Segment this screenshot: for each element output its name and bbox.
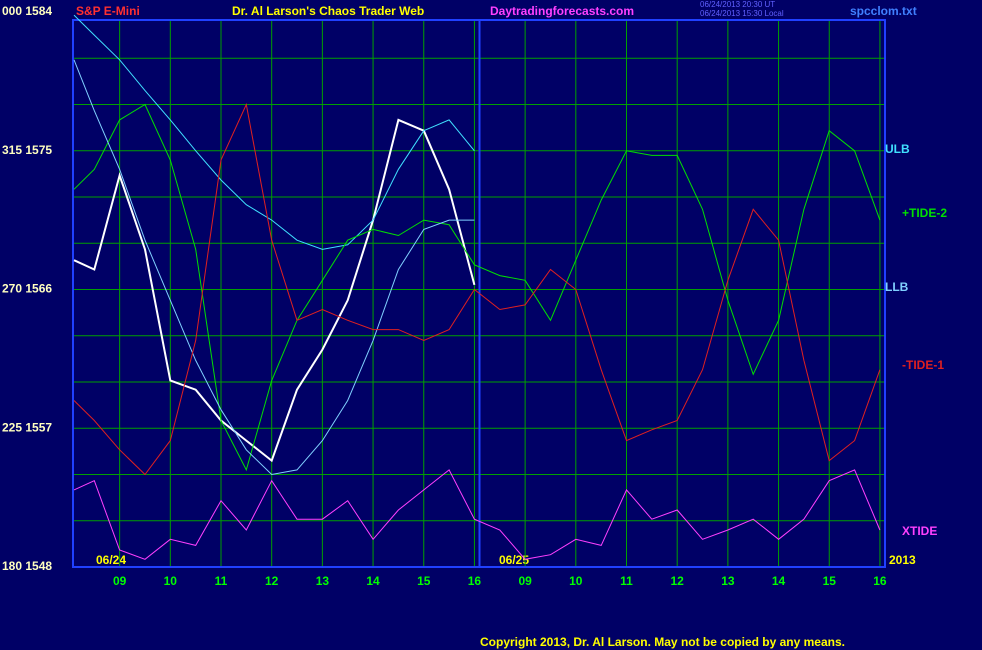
file-name: spcclom.txt [850,4,917,18]
x-tick-label: 15 [823,574,837,588]
x-tick-label: 13 [316,574,330,588]
stamp-local: 06/24/2013 15:30 Local [700,9,784,18]
site: Daytradingforecasts.com [490,4,634,18]
legend-label: LLB [885,280,909,294]
x-tick-label: 09 [113,574,127,588]
y-tick-label: 225 1557 [2,420,52,434]
series-line [73,469,881,560]
symbol: S&P E-Mini [76,4,140,18]
date-label: 06/24 [96,553,126,567]
copyright: Copyright 2013, Dr. Al Larson. May not b… [480,635,845,649]
x-tick-label: 16 [873,574,887,588]
plot-frame [72,19,886,568]
stamp-ut: 06/24/2013 20:30 UT [700,0,775,9]
y-tick-label: 315 1575 [2,143,52,157]
x-tick-label: 11 [215,574,228,588]
x-tick-label: 11 [620,574,633,588]
legend-label: +TIDE-2 [902,206,947,220]
series-line [73,118,476,463]
x-tick-label: 10 [164,574,178,588]
y-tick-label: 000 1584 [2,4,52,18]
y-tick-label: 270 1566 [2,282,52,296]
legend-label: ULB [885,142,910,156]
y-tick-label: 180 1548 [2,559,52,573]
series-line [73,103,881,472]
x-tick-label: 12 [671,574,685,588]
date-label: 2013 [889,553,916,567]
x-tick-label: 16 [468,574,482,588]
chart-title: Dr. Al Larson's Chaos Trader Web [232,4,424,18]
x-tick-label: 12 [265,574,279,588]
x-tick-label: 10 [569,574,583,588]
legend-label: -TIDE-1 [902,358,944,372]
series-line [73,59,475,476]
x-tick-label: 14 [366,574,380,588]
legend-label: XTIDE [902,524,937,538]
series-line [73,14,475,250]
date-label: 06/25 [499,553,529,567]
x-tick-label: 09 [518,574,532,588]
x-tick-label: 13 [721,574,735,588]
x-tick-label: 14 [772,574,786,588]
series-line [73,102,881,476]
x-tick-label: 15 [417,574,431,588]
